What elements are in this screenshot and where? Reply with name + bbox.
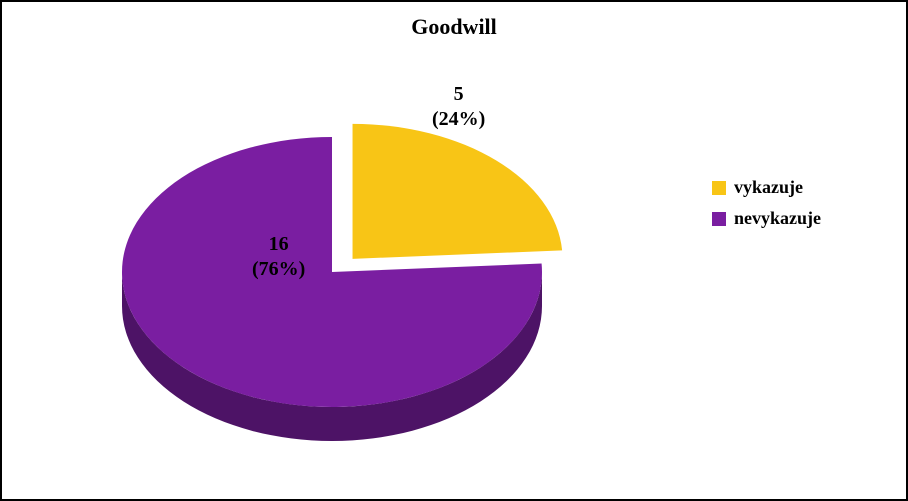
- legend-item-nevykazuje: nevykazuje: [712, 208, 821, 229]
- legend-swatch-vykazuje: [712, 181, 726, 195]
- chart-frame: Goodwill 5 (24%) 16 (76%) vykazuje nevyk…: [0, 0, 908, 501]
- slice-label-vykazuje: 5 (24%): [432, 82, 485, 132]
- slice-label-nevykazuje: 16 (76%): [252, 232, 305, 282]
- pie-chart: [2, 2, 702, 482]
- legend-item-vykazuje: vykazuje: [712, 177, 821, 198]
- legend-label-vykazuje: vykazuje: [734, 177, 803, 198]
- legend-swatch-nevykazuje: [712, 212, 726, 226]
- legend: vykazuje nevykazuje: [712, 177, 821, 239]
- legend-label-nevykazuje: nevykazuje: [734, 208, 821, 229]
